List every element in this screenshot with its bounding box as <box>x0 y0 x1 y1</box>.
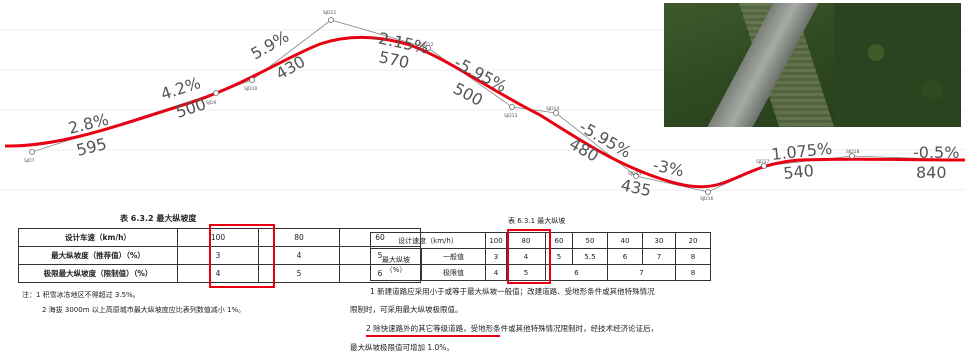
point-label: SJD17 <box>756 159 770 165</box>
table-cell: 8 <box>675 248 711 265</box>
table-cell: 7 <box>607 264 676 281</box>
longitudinal-profile: SJD7 SJD9 SJD10 SJD11 SJD12 SJD13 SJD14 … <box>0 10 965 202</box>
table-cell: 50 <box>572 232 608 249</box>
point-label: SJD18 <box>846 149 860 155</box>
point-label: SJD9 <box>206 100 217 106</box>
length-label: 540 <box>782 161 814 183</box>
point-label: SJD10 <box>244 86 258 92</box>
table1-note-1: 注：1 积雪冰冻地区不得超过 3.5%。 <box>22 291 140 299</box>
paragraph-line-4: 最大纵坡极限值可增加 1.0%。 <box>350 343 454 352</box>
table-cell: 8 <box>675 264 711 281</box>
table-cell: 20 <box>675 232 711 249</box>
highway-aerial-photo <box>664 3 961 127</box>
grade-label: -0.5% <box>913 143 959 162</box>
table-row: 最大纵坡 （%） 一般值 3 4 5 5.5 6 7 8 <box>370 248 711 281</box>
table-row: 极限值 4 5 6 7 8 <box>371 264 711 281</box>
table-cell: 100 <box>485 232 507 249</box>
red-underline <box>366 335 500 337</box>
table-cell: 6 <box>607 248 643 265</box>
table-cell: 4 <box>177 264 259 283</box>
table-cell: 5.5 <box>572 248 608 265</box>
paragraph-text: 受地形条件或其他特殊情况限制时，经技术经济论证后， <box>470 324 659 333</box>
underlined-text: 2 除快速路外的其它等级道路， <box>366 324 471 333</box>
table-cell: 设计速度（km/h） <box>370 232 486 249</box>
table-cell: 设计车速（km/h） <box>18 228 178 247</box>
table-cell: 7 <box>642 248 676 265</box>
table-cell: 3 <box>485 248 507 265</box>
table2-caption: 表 6.3.1 最大纵坡 <box>508 217 566 225</box>
paragraph-line-1: 1 新建道路应采用小于或等于最大纵坡一般值；改建道路、受地形条件或其他特殊情况 <box>370 287 655 296</box>
table-cell: 5 <box>258 264 340 283</box>
point-label: SJD13 <box>504 113 518 119</box>
point-label: SJD14 <box>546 106 560 112</box>
length-label: 840 <box>916 163 947 182</box>
table-cell: 6 <box>545 264 608 281</box>
highlight-box <box>209 224 275 288</box>
table-cell: 极限最大纵坡度（限制值）（%） <box>18 264 178 283</box>
point-label: SJD16 <box>700 196 714 202</box>
length-label: 435 <box>619 175 653 200</box>
point-label: SJD7 <box>24 158 35 164</box>
profile-curve <box>4 35 965 189</box>
table-cell: 最大纵坡度（推荐值）（%） <box>18 246 178 265</box>
pi-points <box>29 17 855 195</box>
table-cell: 极限值 <box>421 264 486 281</box>
table-cell: 30 <box>642 232 676 249</box>
point-label: SJD15 <box>628 171 642 177</box>
grade-row-label: 最大纵坡 <box>382 255 410 264</box>
paragraph-line-3: 2 除快速路外的其它等级道路，受地形条件或其他特殊情况限制时，经技术经济论证后， <box>366 323 658 334</box>
max-grade-table-631: 设计速度（km/h） 100 80 60 50 40 30 20 最大纵坡 （%… <box>370 232 711 281</box>
grade-row-unit: （%） <box>385 265 407 274</box>
table1-note-2: 2 海拔 3000m 以上高原城市最大纵坡度应比表列数值减小 1%。 <box>42 306 246 314</box>
table-cell: 40 <box>607 232 643 249</box>
table-cell: 4 <box>485 264 507 281</box>
point-label: SJD11 <box>323 10 337 16</box>
point-label: SJD12 <box>420 42 434 48</box>
highlight-box <box>507 229 551 284</box>
length-label: 430 <box>273 52 309 84</box>
table-cell: 一般值 <box>421 248 486 265</box>
length-label: 595 <box>74 134 108 160</box>
paragraph-line-2: 限制时，可采用最大纵坡极限值。 <box>350 305 463 314</box>
grade-label: 5.9% <box>248 27 293 64</box>
table1-caption: 表 6.3.2 最大纵坡度 <box>120 214 197 223</box>
table-cell: 最大纵坡 （%） <box>370 248 422 281</box>
